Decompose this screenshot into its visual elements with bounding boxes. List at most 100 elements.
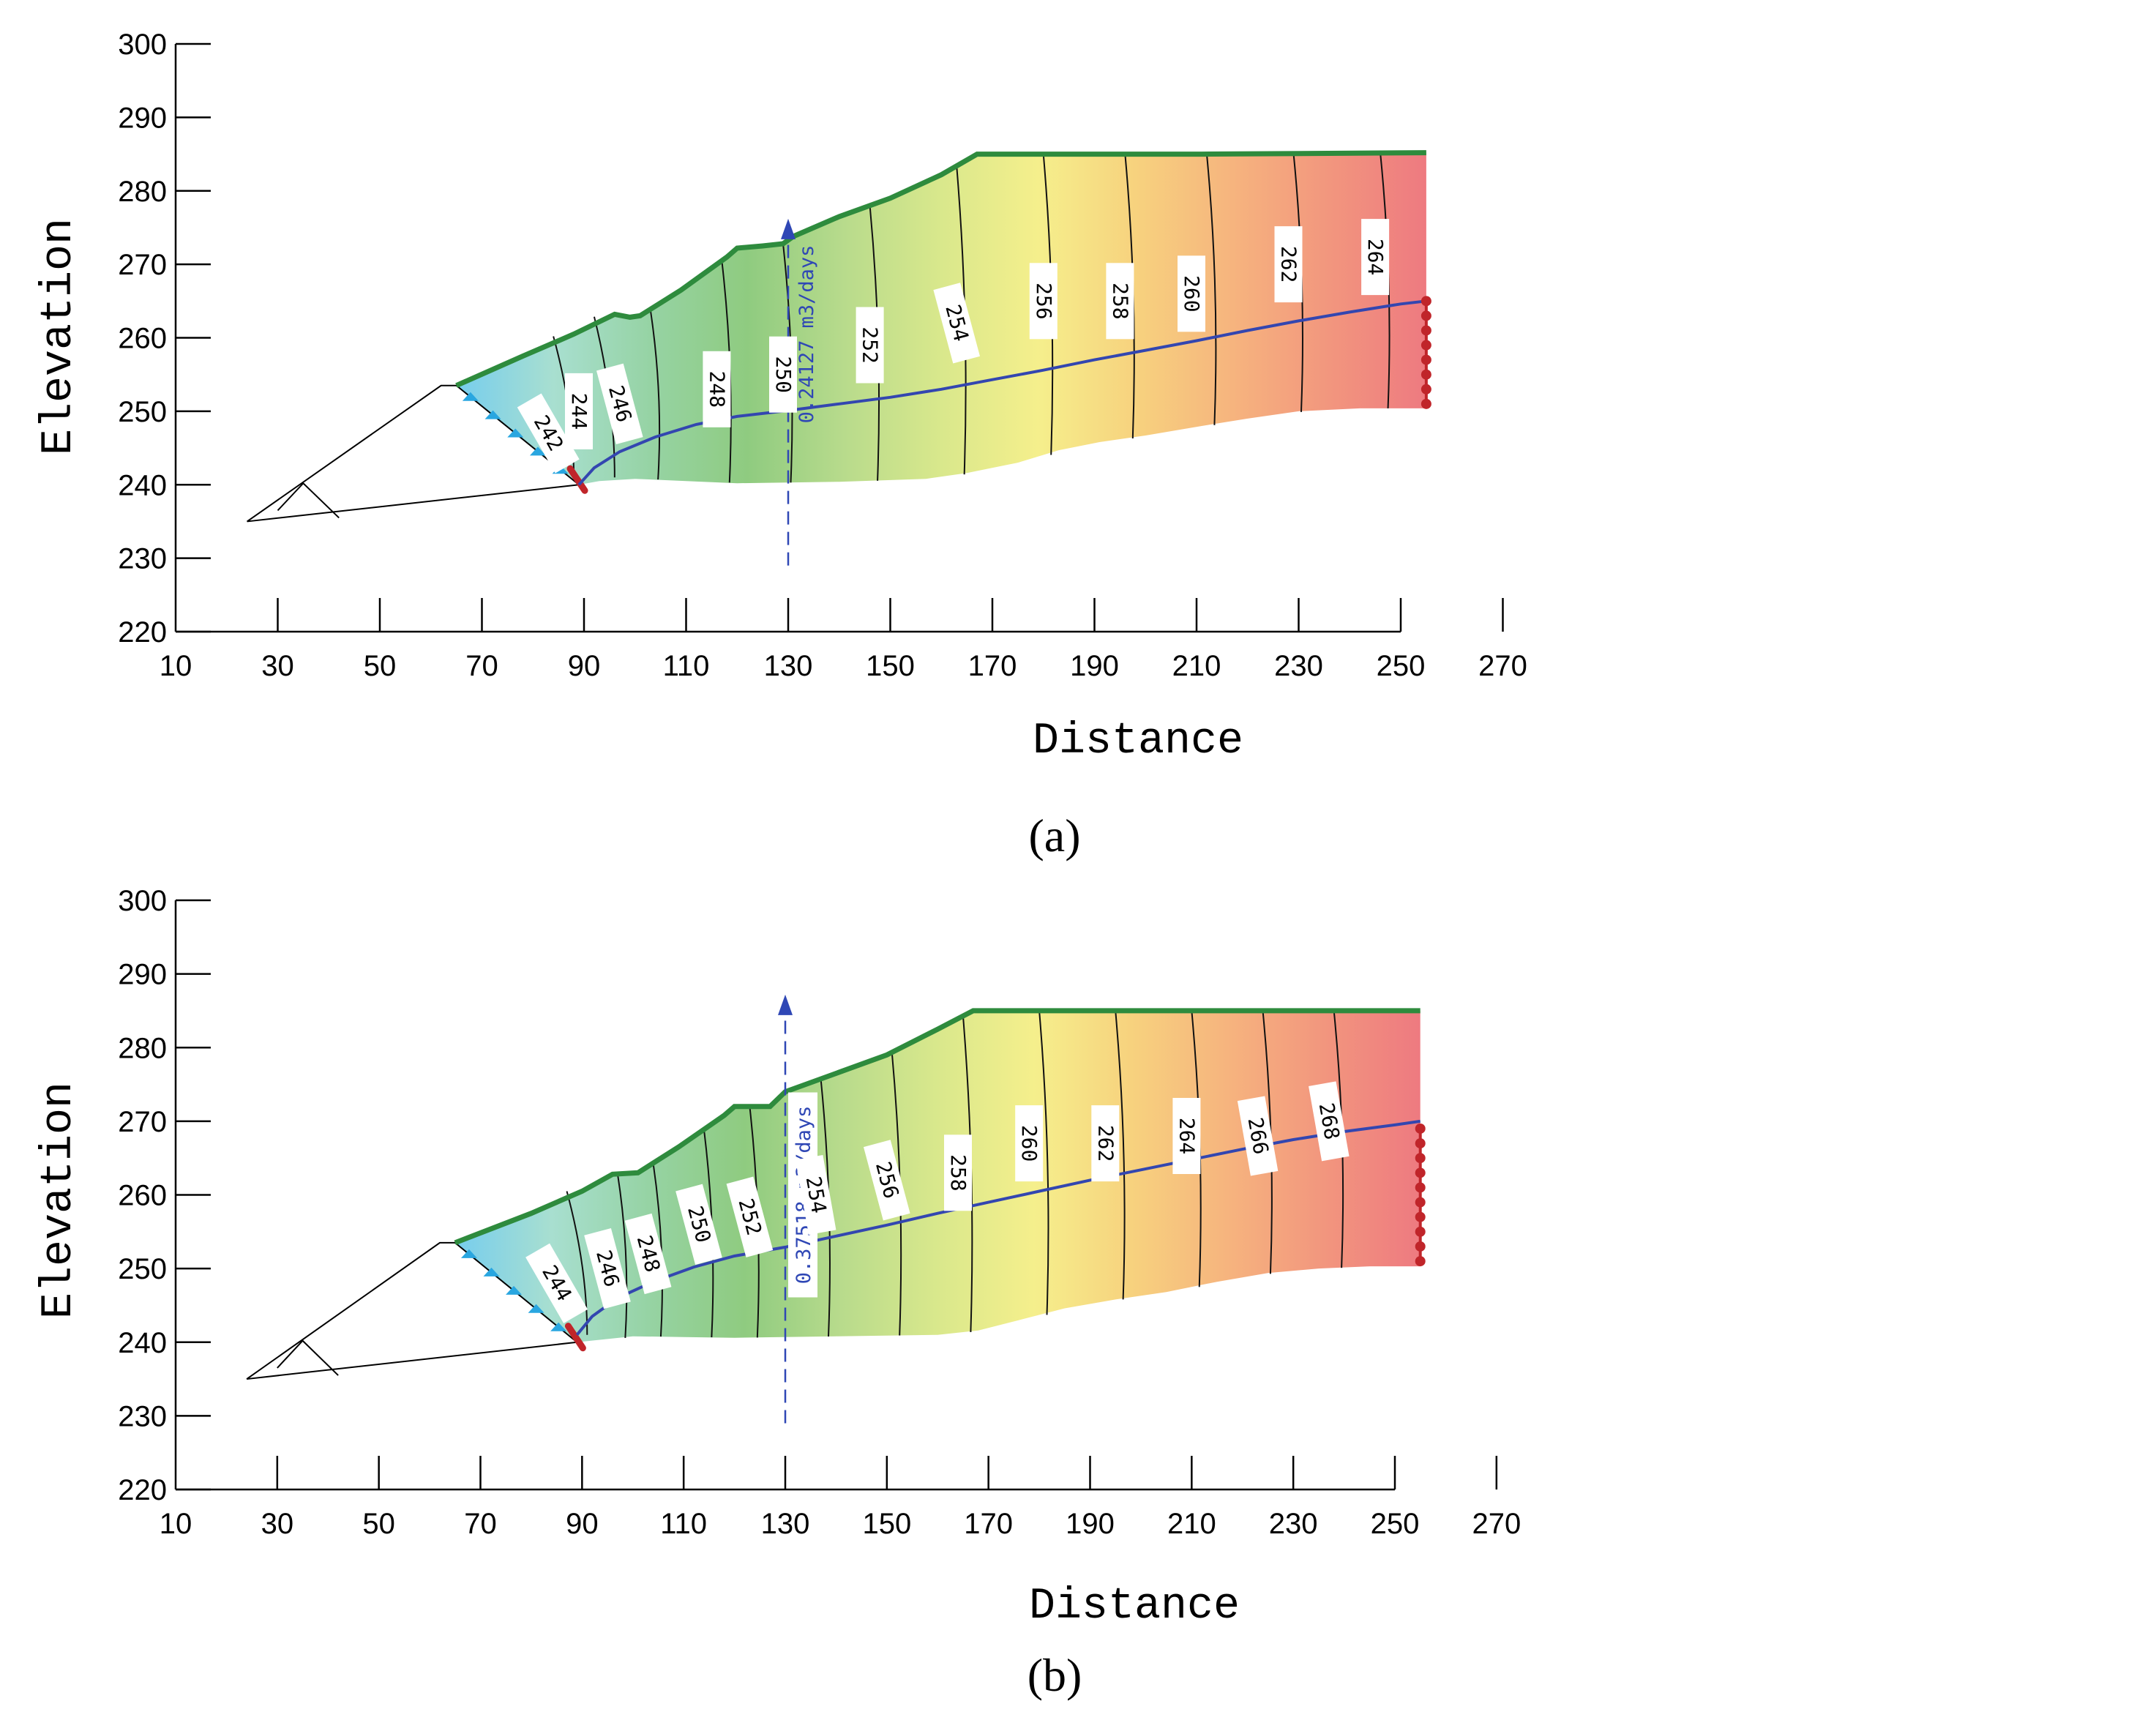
contour-line bbox=[616, 1173, 628, 1338]
panel-b-axes: 220 230 240 250 260 270 280 290 300 10 30 50 70 90 110… bbox=[118, 885, 1521, 1540]
contour-label-box bbox=[1361, 219, 1390, 296]
contour-label-box bbox=[769, 336, 797, 413]
contour-label: 256 bbox=[1029, 263, 1058, 340]
contour-label-box bbox=[1172, 1098, 1201, 1174]
x-tick-label: 30 bbox=[261, 1508, 294, 1540]
contour-line bbox=[1038, 1010, 1049, 1315]
x-tick-label: 50 bbox=[364, 650, 397, 682]
contour-label: 250 bbox=[769, 336, 797, 413]
drain-boundary-marker bbox=[462, 392, 479, 401]
x-tick-label: 10 bbox=[160, 650, 192, 682]
head-boundary-node bbox=[1421, 384, 1431, 395]
x-tick-label: 150 bbox=[862, 1508, 911, 1540]
x-tick-label: 90 bbox=[568, 650, 601, 682]
contour-line bbox=[566, 1191, 588, 1335]
contour-label: 244 bbox=[565, 373, 593, 449]
contour-value: 252 bbox=[858, 326, 883, 364]
head-boundary-node bbox=[1415, 1138, 1426, 1149]
head-boundary-node bbox=[1421, 310, 1431, 321]
contour-value: 244 bbox=[567, 393, 591, 430]
y-tick-label: 240 bbox=[118, 1327, 167, 1359]
contour-line bbox=[649, 309, 661, 480]
contour-label-box bbox=[1309, 1081, 1350, 1162]
x-tick-label: 90 bbox=[566, 1508, 599, 1540]
contour-value: 248 bbox=[705, 371, 729, 408]
panel-b-slope-geometry bbox=[246, 1008, 1421, 1380]
drain-boundary-marker bbox=[460, 1249, 477, 1258]
drain-boundary-marker bbox=[484, 410, 501, 419]
x-tick-label: 50 bbox=[362, 1508, 395, 1540]
contour-label-box bbox=[624, 1213, 672, 1295]
x-tick-label: 130 bbox=[764, 650, 813, 682]
x-tick-label: 250 bbox=[1371, 1508, 1420, 1540]
y-tick-label: 230 bbox=[118, 1400, 167, 1432]
y-tick-label: 280 bbox=[118, 176, 167, 208]
contour-label-box bbox=[1274, 226, 1303, 303]
contour-label-box bbox=[856, 307, 884, 384]
contour-value: 262 bbox=[1277, 246, 1301, 283]
contour-label: 250 bbox=[675, 1184, 722, 1265]
contour-label: 260 bbox=[1015, 1105, 1044, 1182]
contour-label: 246 bbox=[584, 1227, 631, 1309]
contour-label-box bbox=[1106, 263, 1134, 340]
dam-outline bbox=[246, 1241, 577, 1380]
x-tick-label: 130 bbox=[761, 1508, 810, 1540]
contour-label-box bbox=[1091, 1105, 1120, 1182]
contour-label: 260 bbox=[1178, 255, 1205, 332]
contour-value: 264 bbox=[1175, 1118, 1199, 1155]
contour-label-box bbox=[795, 1154, 836, 1236]
x-tick-label: 170 bbox=[968, 650, 1017, 682]
y-axis-title: Elevation bbox=[34, 1082, 84, 1319]
y-tick-label: 260 bbox=[118, 323, 167, 355]
head-boundary-node bbox=[1415, 1153, 1426, 1164]
contour-value: 262 bbox=[1093, 1125, 1118, 1162]
y-tick-label: 270 bbox=[118, 1106, 167, 1138]
y-tick-label: 220 bbox=[118, 1474, 167, 1506]
contour-label-box bbox=[726, 1176, 774, 1257]
y-tick-label: 260 bbox=[118, 1180, 167, 1212]
y-tick-label: 230 bbox=[118, 543, 167, 575]
panel-label: (b) bbox=[1028, 1649, 1082, 1701]
ground-surface bbox=[454, 1008, 1421, 1246]
panel-a-axes: 220 230 240 250 260 270 280 290 300 10 30 50 70 90 110… bbox=[118, 29, 1527, 682]
flux-arrow-head bbox=[781, 218, 796, 239]
contour-label-box bbox=[863, 1140, 910, 1221]
head-boundary-node bbox=[1415, 1197, 1426, 1208]
contour-label-box bbox=[565, 373, 593, 449]
x-tick-label: 210 bbox=[1167, 1508, 1216, 1540]
toe-berm-outline bbox=[277, 482, 340, 519]
head-boundary-node bbox=[1421, 369, 1431, 380]
contour-line bbox=[1115, 1010, 1126, 1300]
y-tick-label: 300 bbox=[118, 29, 167, 61]
x-tick-label: 110 bbox=[660, 1508, 707, 1540]
contour-label: 262 bbox=[1091, 1105, 1120, 1182]
contour-label: 254 bbox=[795, 1154, 836, 1236]
panel-a-water-table bbox=[577, 296, 1431, 486]
x-tick-label: 190 bbox=[1066, 1508, 1115, 1540]
contour-value: 258 bbox=[946, 1154, 970, 1192]
head-boundary-node bbox=[1415, 1256, 1426, 1267]
contour-label: 262 bbox=[1274, 226, 1303, 303]
flux-arrow-head bbox=[778, 994, 793, 1015]
head-boundary-node bbox=[1421, 296, 1431, 307]
x-tick-label: 10 bbox=[160, 1508, 192, 1540]
y-tick-label: 280 bbox=[118, 1032, 167, 1064]
contour-label-box bbox=[933, 283, 981, 364]
y-axis-title: Elevation bbox=[34, 218, 84, 455]
x-axis-title: Distance bbox=[1029, 1582, 1240, 1631]
dam-outline bbox=[247, 384, 580, 523]
contour-label: 246 bbox=[596, 363, 643, 444]
x-tick-label: 70 bbox=[464, 1508, 497, 1540]
contour-label-box bbox=[1237, 1096, 1279, 1176]
contour-label-box bbox=[703, 351, 731, 427]
contour-label-box bbox=[1015, 1105, 1044, 1182]
drain-boundary-marker bbox=[550, 1322, 567, 1331]
contour-label-box bbox=[525, 1243, 588, 1323]
y-tick-label: 240 bbox=[118, 469, 167, 501]
contour-label-box bbox=[944, 1135, 972, 1211]
x-axis-title: Distance bbox=[1033, 717, 1243, 766]
contour-label-box bbox=[675, 1184, 722, 1265]
